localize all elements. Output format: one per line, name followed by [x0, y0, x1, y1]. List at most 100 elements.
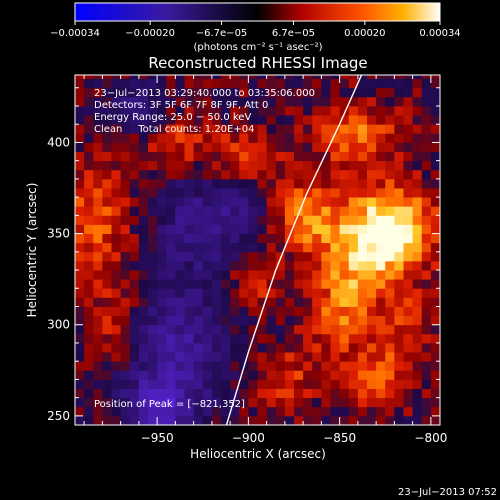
heatmap-cell: [330, 270, 341, 280]
heatmap-cell: [357, 288, 368, 298]
heatmap-cell: [230, 233, 240, 244]
heatmap-cell: [348, 397, 359, 408]
heatmap-cell: [129, 397, 140, 408]
heatmap-cell: [230, 115, 240, 125]
heatmap-cell: [193, 115, 204, 125]
heatmap-cell: [430, 342, 440, 353]
heatmap-cell: [367, 233, 377, 244]
heatmap-cell: [166, 315, 176, 326]
heatmap-cell: [239, 279, 249, 289]
heatmap-cell: [248, 415, 258, 425]
heatmap-cell: [348, 206, 359, 216]
heatmap-cell: [257, 96, 268, 107]
heatmap-cell: [394, 406, 404, 417]
heatmap-cell: [75, 251, 85, 262]
heatmap-cell: [257, 151, 268, 162]
heatmap-cell: [284, 188, 295, 198]
heatmap-cell: [266, 206, 277, 216]
heatmap-cell: [312, 342, 322, 353]
heatmap-cell: [111, 288, 122, 298]
heatmap-cell: [403, 169, 414, 180]
heatmap-cell: [138, 397, 149, 408]
heatmap-cell: [248, 178, 258, 189]
heatmap-cell: [312, 324, 322, 335]
heatmap-cell: [430, 279, 440, 289]
colorbar-unit-label: (photons cm⁻² s⁻¹ asec⁻²): [193, 42, 322, 53]
heatmap-cell: [330, 115, 341, 125]
heatmap-cell: [93, 388, 103, 399]
heatmap-cell: [321, 370, 331, 380]
heatmap-cell: [294, 133, 304, 143]
heatmap-cell: [239, 87, 249, 98]
heatmap-cell: [75, 124, 85, 134]
heatmap-cell: [148, 260, 158, 271]
heatmap-cell: [129, 124, 140, 134]
heatmap-cell: [138, 75, 149, 80]
heatmap-cell: [248, 224, 258, 234]
heatmap-cell: [367, 333, 377, 344]
heatmap-cell: [321, 96, 331, 107]
heatmap-cell: [303, 315, 313, 326]
heatmap-cell: [294, 160, 304, 171]
heatmap-cell: [376, 215, 386, 225]
heatmap-cell: [330, 206, 341, 216]
heatmap-cell: [421, 370, 432, 380]
heatmap-cell: [193, 406, 204, 417]
heatmap-cell: [266, 142, 277, 152]
heatmap-cell: [330, 142, 341, 152]
heatmap-cell: [230, 197, 240, 207]
heatmap-cell: [157, 160, 167, 171]
heatmap-cell: [367, 370, 377, 380]
heatmap-cell: [376, 270, 386, 280]
heatmap-cell: [275, 342, 286, 353]
heatmap-cell: [284, 279, 295, 289]
heatmap-cell: [230, 306, 240, 317]
heatmap-cell: [248, 169, 258, 180]
heatmap-cell: [330, 288, 341, 298]
heatmap-cell: [330, 279, 341, 289]
heatmap-cell: [394, 388, 404, 399]
heatmap-cell: [239, 297, 249, 307]
heatmap-cell: [430, 361, 440, 371]
heatmap-cell: [102, 288, 112, 298]
heatmap-cell: [184, 270, 195, 280]
heatmap-cell: [157, 75, 167, 80]
heatmap-cell: [275, 233, 286, 244]
heatmap-cell: [84, 160, 94, 171]
heatmap: [75, 75, 440, 425]
heatmap-cell: [138, 361, 149, 371]
heatmap-cell: [275, 87, 286, 98]
heatmap-cell: [294, 169, 304, 180]
heatmap-cell: [84, 324, 94, 335]
heatmap-cell: [421, 288, 432, 298]
y-tick-label: 250: [47, 409, 70, 423]
heatmap-cell: [148, 306, 158, 317]
heatmap-cell: [239, 406, 249, 417]
heatmap-cell: [166, 224, 176, 234]
heatmap-cell: [357, 415, 368, 425]
heatmap-cell: [339, 105, 350, 116]
heatmap-cell: [348, 151, 359, 162]
heatmap-cell: [230, 388, 240, 399]
heatmap-cell: [294, 188, 304, 198]
heatmap-cell: [111, 124, 122, 134]
heatmap-cell: [230, 242, 240, 253]
heatmap-cell: [266, 388, 277, 399]
heatmap-cell: [211, 342, 222, 353]
heatmap-cell: [166, 333, 176, 344]
heatmap-cell: [248, 288, 258, 298]
heatmap-cell: [376, 415, 386, 425]
heatmap-cell: [230, 397, 240, 408]
heatmap-cell: [275, 361, 286, 371]
heatmap-cell: [294, 96, 304, 107]
heatmap-cell: [202, 315, 213, 326]
heatmap-cell: [330, 233, 341, 244]
heatmap-cell: [312, 270, 322, 280]
heatmap-cell: [257, 397, 268, 408]
heatmap-cell: [184, 87, 195, 98]
heatmap-cell: [339, 242, 350, 253]
heatmap-cell: [303, 370, 313, 380]
heatmap-cell: [321, 151, 331, 162]
heatmap-cell: [348, 215, 359, 225]
heatmap-cell: [175, 415, 185, 425]
